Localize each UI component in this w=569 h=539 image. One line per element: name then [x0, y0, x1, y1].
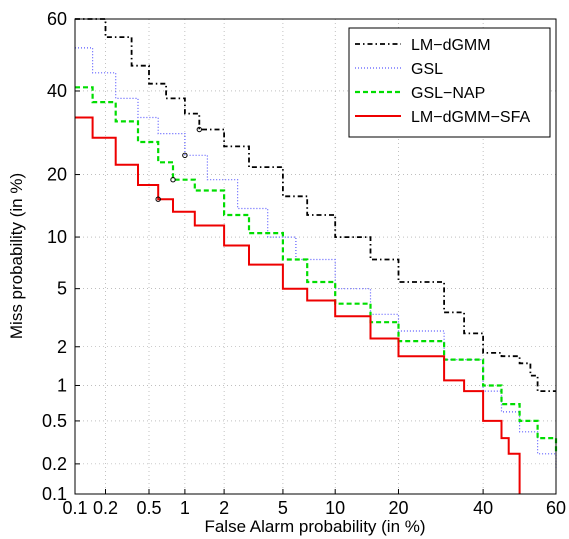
x-tick-label: 60 — [546, 498, 566, 518]
legend-label: LM−dGMM−SFA — [411, 109, 530, 126]
y-tick-label: 10 — [47, 227, 67, 247]
series-line — [75, 116, 521, 494]
x-tick-label: 1 — [180, 498, 190, 518]
y-tick-label: 40 — [47, 81, 67, 101]
y-axis-label: Miss probability (in %) — [7, 173, 26, 339]
y-tick-labels: 0.1 0.2 0.5 1 2 5 10 20 40 60 — [42, 9, 80, 504]
y-tick-label: 0.5 — [42, 411, 67, 431]
legend-box — [348, 27, 551, 138]
y-tick-label: 5 — [57, 279, 67, 299]
operating-point-marker — [196, 126, 202, 133]
grid-lines — [75, 19, 556, 494]
y-tick-label: 1 — [57, 375, 67, 395]
x-tick-label: 2 — [219, 498, 229, 518]
series-markers — [155, 126, 202, 202]
series-line — [75, 18, 556, 393]
x-tick-label: 20 — [388, 498, 408, 518]
y-tick-label: 60 — [47, 9, 67, 29]
x-axis-label: False Alarm probability (in %) — [204, 517, 425, 536]
x-tick-label: 10 — [325, 498, 345, 518]
y-tick-label: 20 — [47, 165, 67, 185]
y-tick-label: 0.2 — [42, 454, 67, 474]
operating-point-marker — [155, 196, 161, 202]
x-tick-label: 0.2 — [93, 498, 118, 518]
y-tick-label: 0.1 — [42, 484, 67, 504]
x-tick-label: 0.5 — [136, 498, 161, 518]
y-tick-label: 2 — [57, 337, 67, 357]
legend-label: GSL — [411, 61, 443, 78]
operating-point-marker — [170, 177, 176, 183]
x-tick-label: 0.1 — [62, 498, 87, 518]
series-line — [75, 86, 558, 454]
x-tick-labels: 0.1 0.2 0.5 1 2 5 10 20 40 60 — [62, 489, 566, 518]
legend-label: GSL−NAP — [411, 85, 485, 102]
x-tick-label: 40 — [473, 498, 493, 518]
operating-point-marker — [182, 152, 188, 159]
series-lines — [75, 18, 558, 494]
plot-area-frame — [74, 18, 557, 495]
legend: LM−dGMM GSL GSL−NAP LM−dGMM−SFA — [348, 27, 551, 138]
legend-label: LM−dGMM — [411, 37, 491, 54]
x-tick-label: 5 — [278, 498, 288, 518]
